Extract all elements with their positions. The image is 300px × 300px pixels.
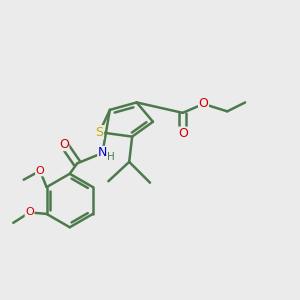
Text: H: H (107, 152, 115, 162)
Text: O: O (25, 207, 34, 218)
Text: O: O (178, 127, 188, 140)
Text: O: O (199, 98, 208, 110)
Text: O: O (36, 166, 44, 176)
Text: N: N (98, 146, 107, 160)
Text: S: S (95, 126, 104, 139)
Text: O: O (59, 138, 69, 151)
